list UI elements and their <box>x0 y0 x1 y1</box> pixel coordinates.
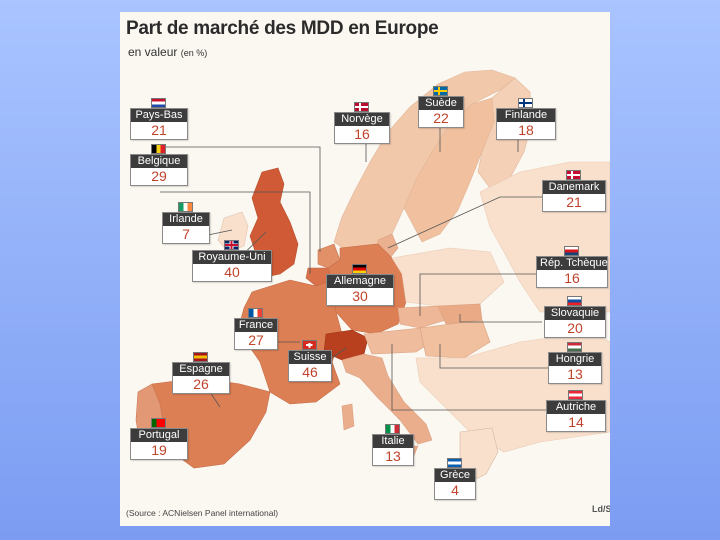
subtitle-unit: (en %) <box>180 48 208 58</box>
country-value: 18 <box>518 122 534 138</box>
country-value: 21 <box>566 194 582 210</box>
country-name: Danemark <box>543 181 605 194</box>
country-label-norvege: Norvège 16 <box>334 102 390 144</box>
country-value: 40 <box>224 264 240 280</box>
flag-icon <box>151 98 166 108</box>
flag-icon <box>447 458 462 468</box>
region-czech <box>397 305 447 329</box>
country-value: 14 <box>568 414 584 430</box>
country-name: Grèce <box>435 469 475 482</box>
country-name: Suisse <box>289 351 331 364</box>
flag-icon <box>178 202 193 212</box>
country-label-france: France 27 <box>234 308 278 350</box>
flag-icon <box>568 390 583 400</box>
country-name: Italie <box>373 435 413 448</box>
country-label-suisse: Suisse 46 <box>288 340 332 382</box>
flag-icon <box>385 424 400 434</box>
flag-icon <box>151 418 166 428</box>
flag-icon <box>352 264 367 274</box>
country-value: 19 <box>151 442 167 458</box>
country-label-allemagne: Allemagne 30 <box>326 264 394 306</box>
country-name: Autriche <box>547 401 605 414</box>
country-value: 27 <box>248 332 264 348</box>
country-name: Portugal <box>131 429 187 442</box>
country-value: 26 <box>193 376 209 392</box>
country-name: Finlande <box>497 109 555 122</box>
flag-icon <box>248 308 263 318</box>
country-label-danemark: Danemark 21 <box>542 170 606 212</box>
source-note: (Source : ACNielsen Panel international) <box>126 508 279 518</box>
flag-icon <box>518 98 533 108</box>
flag-icon <box>354 102 369 112</box>
region-poland <box>391 247 505 307</box>
country-value: 30 <box>352 288 368 304</box>
country-value: 20 <box>567 320 583 336</box>
country-label-suede: Suède 22 <box>418 86 464 128</box>
region-hungary <box>419 319 491 359</box>
publisher-logo: Ld/Sf <box>592 504 610 514</box>
country-label-rep-tcheque: Rép. Tchèque 16 <box>536 246 608 288</box>
country-label-irlande: Irlande 7 <box>162 202 210 244</box>
country-value: 22 <box>433 110 449 126</box>
country-name: Hongrie <box>549 353 601 366</box>
flag-icon <box>567 296 582 306</box>
country-label-belgique: Belgique 29 <box>130 144 188 186</box>
country-value: 29 <box>151 168 167 184</box>
map-title: Part de marché des MDD en Europe <box>126 18 439 39</box>
subtitle-text: en valeur <box>128 45 178 59</box>
country-name: Slovaquie <box>545 307 605 320</box>
flag-icon <box>566 170 581 180</box>
country-name: Allemagne <box>327 275 393 288</box>
country-name: Suède <box>419 97 463 110</box>
flag-icon <box>193 352 208 362</box>
country-value: 13 <box>567 366 583 382</box>
country-name: Rép. Tchèque <box>537 257 608 270</box>
country-label-italie: Italie 13 <box>372 424 414 466</box>
country-label-portugal: Portugal 19 <box>130 418 188 460</box>
country-name: Espagne <box>173 363 229 376</box>
country-name: Irlande <box>163 213 209 226</box>
flag-icon <box>564 246 579 256</box>
map-frame: Part de marché des MDD en Europe en vale… <box>120 12 610 526</box>
country-name: Royaume-Uni <box>193 251 271 264</box>
country-value: 46 <box>302 364 318 380</box>
country-label-grece: Grèce 4 <box>434 458 476 500</box>
country-label-autriche: Autriche 14 <box>546 390 606 432</box>
country-value: 16 <box>354 126 370 142</box>
country-value: 16 <box>564 270 580 286</box>
country-name: Norvège <box>335 113 389 126</box>
flag-icon <box>224 240 239 250</box>
country-label-espagne: Espagne 26 <box>172 352 230 394</box>
map-subtitle: en valeur (en %) <box>128 45 207 59</box>
flag-icon <box>302 340 317 350</box>
country-label-slovaquie: Slovaquie 20 <box>544 296 606 338</box>
country-name: Belgique <box>131 155 187 168</box>
country-value: 13 <box>385 448 401 464</box>
country-label-royaume-uni: Royaume-Uni 40 <box>192 240 272 282</box>
country-name: Pays-Bas <box>131 109 187 122</box>
country-label-hongrie: Hongrie 13 <box>548 342 602 384</box>
country-name: France <box>235 319 277 332</box>
country-label-pays-bas: Pays-Bas 21 <box>130 98 188 140</box>
region-italy <box>341 353 433 445</box>
country-label-finlande: Finlande 18 <box>496 98 556 140</box>
region-norway <box>333 69 516 259</box>
flag-icon <box>567 342 582 352</box>
flag-icon <box>433 86 448 96</box>
flag-icon <box>151 144 166 154</box>
region-sardinia <box>341 403 355 431</box>
country-value: 21 <box>151 122 167 138</box>
country-value: 7 <box>182 226 190 242</box>
country-value: 4 <box>451 482 459 498</box>
